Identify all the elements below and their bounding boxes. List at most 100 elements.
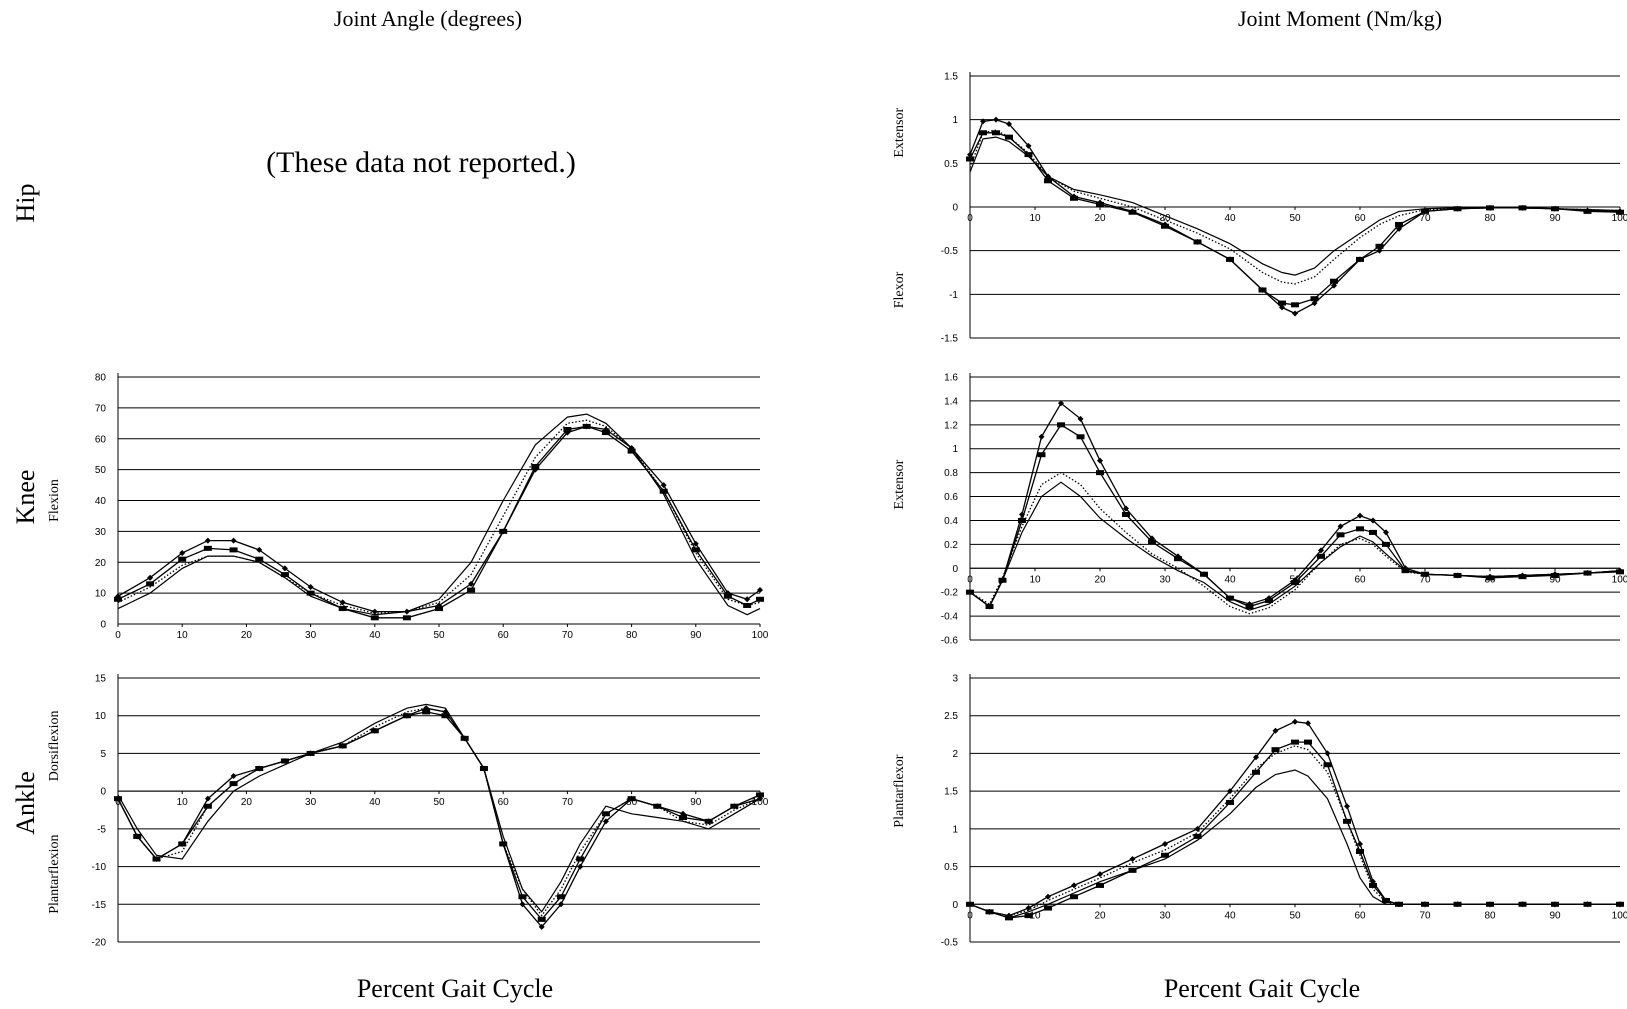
ankle-moment-diamond-marker [1162,840,1168,847]
hip-moment-square-marker [1278,300,1286,306]
hip-moment-y-tick-label: -1 [949,290,958,301]
knee-angle-square-marker [467,587,476,593]
knee-moment-square-marker [1369,529,1377,535]
knee-angle-x-tick-label: 70 [562,630,574,641]
ankle-moment-square-marker [1044,905,1052,911]
hip-moment-y-tick-label: -0.5 [941,246,959,257]
ankle-moment-series-solid [969,769,1620,919]
ankle-moment-y-tick-label: 2 [952,749,958,760]
ankle-angle-x-tick-label: 80 [626,797,638,808]
hip-moment-x-tick-label: 10 [1029,213,1041,224]
knee-angle-diamond-marker [147,574,154,581]
knee-angle-square-marker [627,448,636,454]
ankle-angle-square-marker [441,713,450,719]
knee-moment-y-tick-label: 0.8 [944,468,958,479]
ankle-angle-series-diamond [117,707,761,928]
knee-angle-diamond-marker [371,608,378,615]
ankle-angle-x-tick-label: 20 [241,797,253,808]
knee-moment-diamond-marker [1318,547,1324,554]
hip-moment-diamond-marker [1279,304,1285,311]
ankle-moment-series-diamond [969,721,1620,917]
knee-moment-y-tick-label: 1.2 [944,420,958,431]
ankle-moment-y-tick-label: 1 [952,824,958,835]
ankle-angle-x-tick-label: 90 [690,797,702,808]
knee-angle-square-marker [601,430,610,436]
knee-angle-diamond-marker [339,599,346,606]
knee-moment-x-tick-label: 20 [1094,574,1106,585]
knee-angle-diamond-marker [281,565,288,572]
ankle-angle-panel: -20 -15 -10 -5 0 5 10 15 0 10 20 30 40 50 60 70 80 90 100 D… [47,674,769,949]
knee-angle-square-marker [531,464,540,470]
hip-moment-diamond-marker [1006,121,1012,128]
knee-moment-x-tick-label: 100 [1612,574,1627,585]
knee-angle-x-tick-label: 40 [369,630,381,641]
knee-angle-series-square [117,425,761,619]
ankle-moment-x-tick-label: 10 [1029,910,1041,921]
knee-moment-panel: -0.6 -0.4 -0.2 0 0.2 0.4 0.6 0.8 1 1.2 1.4 1.6 0 10 20… [892,373,1627,647]
knee-moment-square-marker [1122,511,1130,517]
ankle-angle-square-marker [370,728,379,734]
knee-angle-square-marker [723,593,732,599]
knee-moment-y-tick-label: 0 [952,564,958,575]
ankle-moment-square-marker [1382,898,1390,904]
row-label-ankle: Ankle [11,771,40,835]
ankle-moment-y-tick-label: -0.5 [941,938,959,949]
ankle-moment-square-marker [1369,882,1377,888]
ankle-angle-square-marker [499,841,508,847]
knee-angle-diamond-marker [179,549,186,556]
knee-moment-square-marker [1245,604,1254,610]
ankle-moment-diamond-marker [1071,882,1077,889]
ankle-angle-x-tick-label: 70 [562,797,574,808]
knee-angle-x-tick-label: 50 [433,630,445,641]
hip-moment-y-tick-label: 1 [952,115,958,126]
knee-moment-y-tick-label: 1 [952,444,958,455]
ankle-moment-direction-label: Plantarflexor [892,754,907,827]
knee-angle-square-marker [370,615,379,621]
knee-moment-y-tick-label: -0.2 [941,588,959,599]
ankle-moment-x-tick-label: 50 [1289,910,1301,921]
ankle-angle-square-marker [402,713,411,719]
knee-angle-diamond-marker [744,596,751,603]
knee-angle-diamond-marker [692,540,699,547]
hip-moment-square-marker [1395,221,1403,227]
knee-moment-square-marker [1037,452,1046,458]
ankle-angle-y-tick-label: 5 [100,749,106,760]
hip-moment-diamond-marker [980,118,986,125]
hip-moment-y-tick-label: -1.5 [941,334,959,345]
knee-angle-x-tick-label: 30 [305,630,317,641]
knee-moment-series-solid [969,481,1621,611]
ankle-angle-y-tick-label: 10 [95,711,107,722]
ankle-moment-square-marker [1024,913,1033,919]
hip-moment-square-marker [1421,208,1429,214]
knee-moment-square-marker [1486,575,1494,581]
knee-angle-square-marker [280,572,289,578]
ankle-angle-y-tick-label: -10 [92,862,107,873]
knee-angle-square-marker [255,556,264,562]
ankle-angle-direction-label: Plantarflexion [47,834,62,913]
ankle-angle-diamond-marker [519,901,526,908]
hip-moment-diamond-marker [1396,225,1402,232]
row-label-hip: Hip [11,184,40,223]
knee-moment-square-marker [1382,541,1390,547]
knee-angle-diamond-marker [204,537,211,544]
knee-angle-y-tick-label: 0 [100,620,106,631]
knee-angle-square-marker [229,547,238,553]
hip-moment-y-tick-label: 0.5 [944,159,958,170]
knee-moment-direction-label: Extensor [892,459,907,509]
ankle-moment-square-marker [1291,739,1299,745]
ankle-moment-y-tick-label: 1.5 [944,787,958,798]
ankle-angle-x-tick-label: 40 [369,797,381,808]
knee-angle-square-marker [756,596,764,602]
knee-angle-square-marker [499,528,508,534]
ankle-moment-diamond-marker [1045,893,1051,900]
hip-moment-x-tick-label: 100 [1612,213,1627,224]
hip-moment-square-marker [1330,278,1338,284]
knee-moment-diamond-marker [1123,505,1129,512]
knee-angle-x-tick-label: 10 [177,630,189,641]
ankle-angle-square-marker [756,792,764,798]
ankle-moment-series-dotted [969,745,1620,917]
knee-moment-square-marker [1096,470,1104,476]
ankle-moment-x-tick-label: 100 [1612,910,1627,921]
ankle-moment-diamond-marker [1272,727,1279,734]
